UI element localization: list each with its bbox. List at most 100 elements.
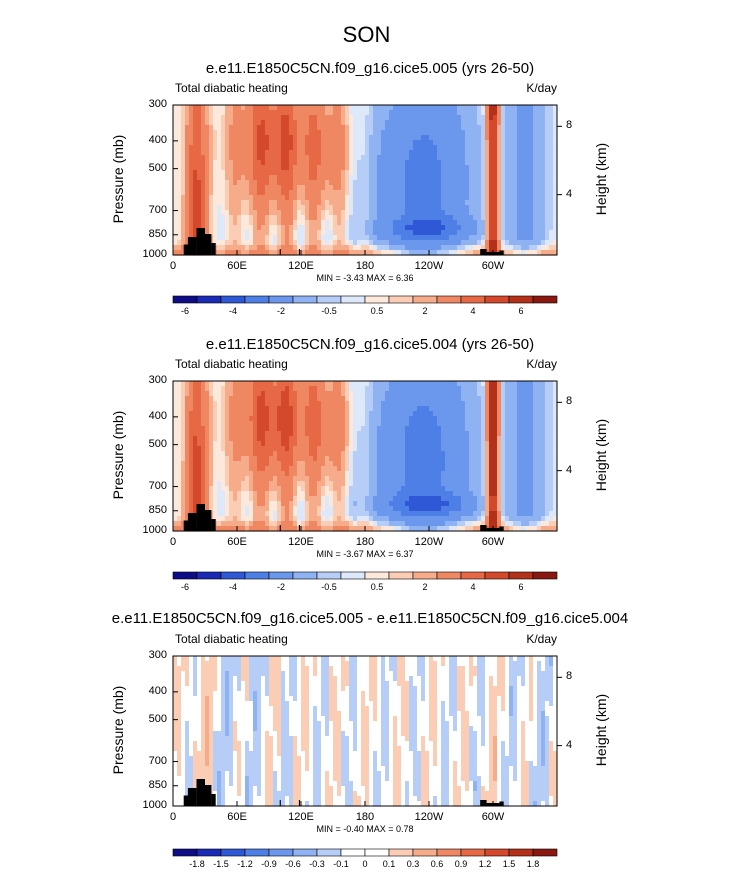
heatmap-cell — [553, 185, 558, 191]
heatmap-cell — [269, 115, 274, 121]
heatmap-cell — [313, 175, 318, 181]
heatmap-cell — [417, 446, 422, 452]
heatmap-cell — [373, 165, 378, 171]
heatmap-cell — [333, 521, 338, 527]
heatmap-cell — [381, 250, 386, 256]
heatmap-cell — [549, 105, 554, 111]
heatmap-cell — [249, 481, 254, 487]
heatmap-cell — [221, 135, 226, 141]
heatmap-cell — [441, 220, 446, 226]
heatmap-cell — [209, 230, 214, 236]
heatmap-cell — [421, 491, 426, 497]
heatmap-cell — [441, 416, 446, 422]
heatmap-cell — [277, 205, 282, 211]
heatmap-cell — [401, 506, 406, 512]
heatmap-cell — [241, 486, 246, 492]
heatmap-cell — [337, 496, 342, 502]
heatmap-cell — [221, 481, 226, 487]
heatmap-cell — [341, 501, 346, 507]
heatmap-cell — [473, 215, 478, 221]
heatmap-cell — [209, 386, 214, 392]
heatmap-cell — [305, 436, 310, 442]
heatmap-cell — [261, 215, 266, 221]
heatmap-cell — [261, 135, 266, 141]
colorbar-swatch — [172, 295, 198, 304]
heatmap-cell — [401, 396, 406, 402]
heatmap-cell — [301, 210, 306, 216]
heatmap-cell — [521, 170, 526, 176]
heatmap-cell — [545, 245, 550, 251]
heatmap-cell — [361, 130, 366, 136]
heatmap-cell — [361, 516, 366, 522]
heatmap-cell — [357, 140, 362, 146]
heatmap-cell — [261, 160, 266, 166]
heatmap-cell — [217, 411, 222, 417]
heatmap-cell — [269, 451, 274, 457]
heatmap-cell — [277, 150, 282, 156]
heatmap-cell — [249, 225, 254, 231]
heatmap-cell — [193, 105, 198, 111]
heatmap-cell — [517, 220, 522, 226]
heatmap-cell — [453, 230, 458, 236]
heatmap-cell — [281, 205, 286, 211]
heatmap-cell — [369, 401, 374, 407]
heatmap-cell — [513, 155, 518, 161]
heatmap-cell — [289, 426, 294, 432]
heatmap-cell — [393, 230, 398, 236]
heatmap-cell — [333, 250, 338, 256]
heatmap-cell — [389, 481, 394, 487]
heatmap-cell — [269, 476, 274, 482]
heatmap-cell — [501, 150, 506, 156]
heatmap-cell — [345, 426, 350, 432]
heatmap-cell — [281, 245, 286, 251]
heatmap-cell — [329, 140, 334, 146]
heatmap-cell — [321, 476, 326, 482]
heatmap-cell — [317, 235, 322, 241]
heatmap-cell — [381, 431, 386, 437]
heatmap-cell — [237, 120, 242, 126]
heatmap-cell — [341, 205, 346, 211]
heatmap-cell — [317, 240, 322, 246]
heatmap-cell — [197, 431, 202, 437]
heatmap-cell — [265, 451, 270, 457]
heatmap-cell — [369, 205, 374, 211]
heatmap-cell — [269, 406, 274, 412]
heatmap-cell — [509, 240, 514, 246]
heatmap-cell — [501, 210, 506, 216]
heatmap-cell — [289, 130, 294, 136]
heatmap-cell — [517, 170, 522, 176]
heatmap-cell — [273, 155, 278, 161]
heatmap-cell — [341, 215, 346, 221]
heatmap-cell — [261, 471, 266, 477]
heatmap-cell — [305, 205, 310, 211]
heatmap-cell — [345, 155, 350, 161]
heatmap-cell — [401, 411, 406, 417]
heatmap-cell — [445, 170, 450, 176]
heatmap-cell — [313, 516, 318, 522]
heatmap-cell — [393, 471, 398, 477]
heatmap-cell — [213, 496, 218, 502]
heatmap-cell — [349, 486, 354, 492]
heatmap-cell — [217, 135, 222, 141]
heatmap-cell — [497, 125, 502, 131]
heatmap-cell — [313, 105, 318, 111]
heatmap-cell — [193, 165, 198, 171]
heatmap-cell — [381, 150, 386, 156]
heatmap-cell — [305, 190, 310, 196]
heatmap-cell — [433, 526, 438, 532]
heatmap-cell — [417, 406, 422, 412]
heatmap-cell — [377, 185, 382, 191]
heatmap-cell — [361, 105, 366, 111]
heatmap-cell — [257, 185, 262, 191]
heatmap-cell — [365, 220, 370, 226]
heatmap-cell — [493, 190, 498, 196]
heatmap-cell — [341, 471, 346, 477]
heatmap-cell — [177, 160, 182, 166]
heatmap-cell — [381, 451, 386, 457]
heatmap-cell — [521, 190, 526, 196]
heatmap-cell — [333, 436, 338, 442]
heatmap-cell — [237, 391, 242, 397]
heatmap-cell — [525, 160, 530, 166]
heatmap-cell — [377, 426, 382, 432]
heatmap-cell — [377, 120, 382, 126]
